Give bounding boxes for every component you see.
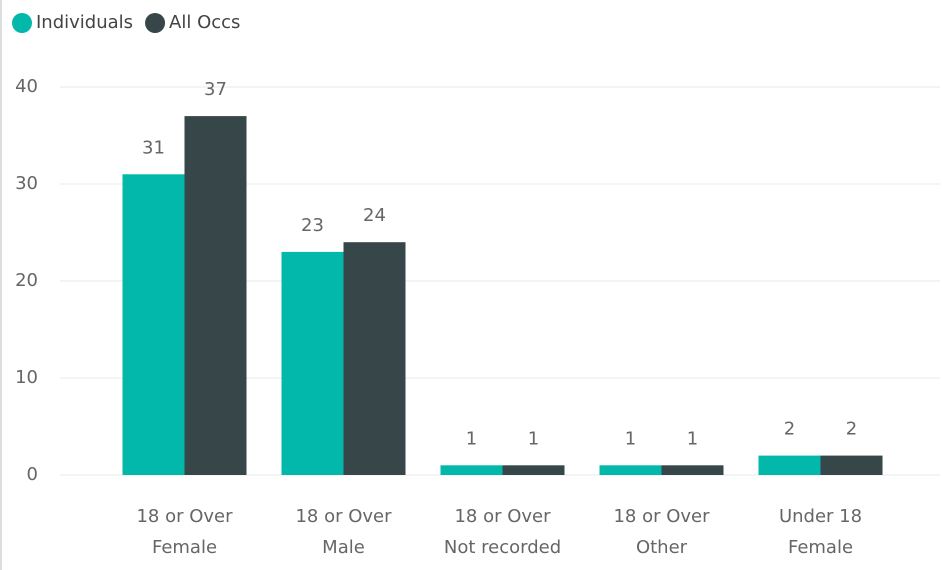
value-label: 2 [784, 419, 795, 440]
y-tick-label: 20 [15, 270, 38, 291]
value-label: 1 [687, 428, 698, 449]
value-label: 1 [466, 428, 477, 449]
bar [343, 242, 406, 475]
value-label: 1 [625, 428, 636, 449]
bar [758, 455, 821, 475]
bar [502, 465, 565, 475]
bar [661, 465, 724, 475]
x-tick-label: 18 or Over Male [295, 506, 392, 558]
value-label: 24 [363, 205, 386, 226]
bar [184, 116, 247, 475]
legend-label: All Occs [169, 12, 240, 33]
value-label: 1 [528, 428, 539, 449]
y-tick-label: 0 [27, 464, 38, 485]
y-tick-label: 10 [15, 367, 38, 388]
bar [281, 251, 344, 475]
legend-marker [145, 13, 166, 33]
bar [440, 465, 503, 475]
x-tick-label: 18 or Over Not recorded [443, 506, 562, 558]
value-label: 31 [142, 137, 165, 158]
bar [599, 465, 662, 475]
bar [122, 174, 185, 476]
legend-label: Individuals [36, 12, 133, 33]
x-tick-label: 18 or Over Female [136, 506, 233, 558]
legend-marker [12, 13, 32, 33]
bar [820, 455, 883, 475]
x-tick-label: Under 18 Female [778, 506, 863, 558]
value-label: 37 [204, 79, 227, 100]
value-label: 23 [301, 215, 324, 236]
x-tick-label: 18 or Over Other [613, 506, 710, 558]
y-tick-label: 30 [15, 173, 38, 194]
y-tick-label: 40 [15, 76, 38, 97]
value-label: 2 [846, 419, 857, 440]
